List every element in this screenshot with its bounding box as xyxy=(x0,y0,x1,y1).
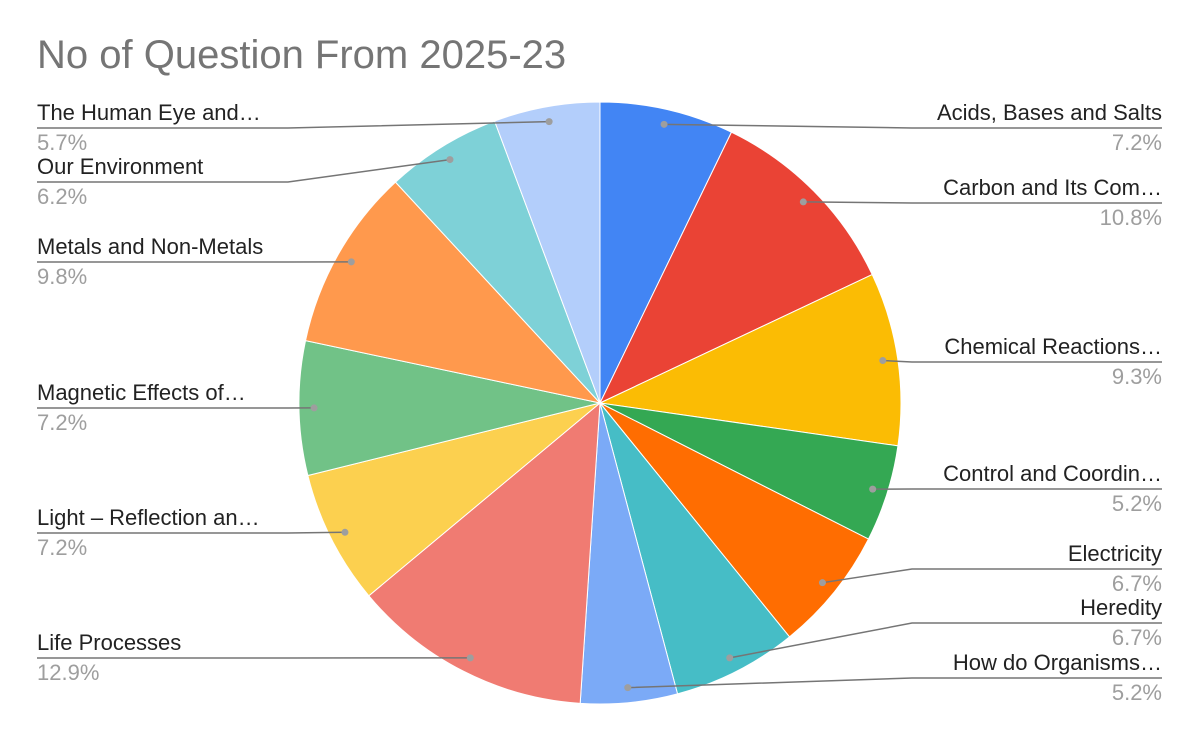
pie-slice xyxy=(394,120,601,404)
leader-line xyxy=(803,201,1162,204)
slice-label: Magnetic Effects of… xyxy=(37,380,246,405)
slice-value-label: 6.7% xyxy=(1112,625,1162,650)
leader-dot xyxy=(879,357,887,365)
leader-dot xyxy=(466,654,474,662)
slice-value-label: 9.3% xyxy=(1112,364,1162,389)
leader-dot xyxy=(660,120,668,128)
leader-dot xyxy=(446,156,454,164)
slice-label: Our Environment xyxy=(37,154,203,179)
pie-slice xyxy=(307,402,601,597)
slice-value-label: 6.2% xyxy=(37,184,87,209)
pie-slice xyxy=(304,181,602,404)
slice-value-label: 7.2% xyxy=(37,410,87,435)
slice-label: Carbon and Its Com… xyxy=(943,175,1162,200)
pie-slice xyxy=(599,402,791,695)
slice-label: How do Organisms… xyxy=(953,650,1162,675)
leader-dot xyxy=(624,684,632,692)
pie-slice xyxy=(599,402,870,638)
leader-dot xyxy=(799,198,807,206)
leader-dot xyxy=(818,579,826,587)
slice-value-label: 5.2% xyxy=(1112,491,1162,516)
slice-label: Metals and Non-Metals xyxy=(37,234,263,259)
leader-line xyxy=(37,120,550,129)
leader-line xyxy=(822,568,1162,584)
slice-value-label: 5.7% xyxy=(37,130,87,155)
leader-dot xyxy=(341,528,349,536)
chart-title: No of Question From 2025-23 xyxy=(37,33,566,77)
leader-line xyxy=(664,123,1162,129)
slice-value-label: 7.2% xyxy=(37,535,87,560)
slice-label: Light – Reflection an… xyxy=(37,505,260,530)
slice-value-label: 6.7% xyxy=(1112,571,1162,596)
leader-dot xyxy=(347,258,355,266)
slice-label: Electricity xyxy=(1068,541,1162,566)
slice-label: The Human Eye and… xyxy=(37,100,261,125)
slice-label: Heredity xyxy=(1080,595,1162,620)
slice-label: Control and Coordin… xyxy=(943,461,1162,486)
pie-slice xyxy=(599,101,733,404)
slice-value-label: 10.8% xyxy=(1100,205,1162,230)
slice-value-label: 12.9% xyxy=(37,660,99,685)
leader-line xyxy=(882,359,1162,363)
leader-line xyxy=(627,677,1162,689)
pie-slice xyxy=(368,401,601,704)
slice-value-label: 9.8% xyxy=(37,264,87,289)
slice-label: Life Processes xyxy=(37,630,181,655)
leader-dot xyxy=(869,485,877,493)
leader-line xyxy=(37,158,451,183)
slice-label: Chemical Reactions… xyxy=(944,334,1162,359)
slice-value-label: 7.2% xyxy=(1112,130,1162,155)
slice-value-label: 5.2% xyxy=(1112,680,1162,705)
leader-dot xyxy=(545,118,553,126)
pie-slice xyxy=(493,101,601,404)
leader-dot xyxy=(310,404,318,412)
leader-line xyxy=(37,531,345,534)
leader-dot xyxy=(726,654,734,662)
pie-slice xyxy=(598,273,902,447)
slice-label: Acids, Bases and Salts xyxy=(937,100,1162,125)
leader-line xyxy=(729,622,1162,659)
